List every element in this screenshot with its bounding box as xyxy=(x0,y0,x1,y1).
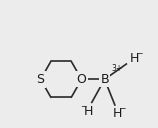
Text: O: O xyxy=(77,73,86,86)
Text: H: H xyxy=(129,52,139,65)
Text: H: H xyxy=(113,107,122,120)
Text: S: S xyxy=(37,73,45,86)
Text: −: − xyxy=(80,102,86,111)
Text: −: − xyxy=(119,104,126,113)
Text: 3+: 3+ xyxy=(111,64,122,73)
Text: H: H xyxy=(83,105,93,118)
Text: −: − xyxy=(136,49,142,58)
Text: B: B xyxy=(100,73,109,86)
